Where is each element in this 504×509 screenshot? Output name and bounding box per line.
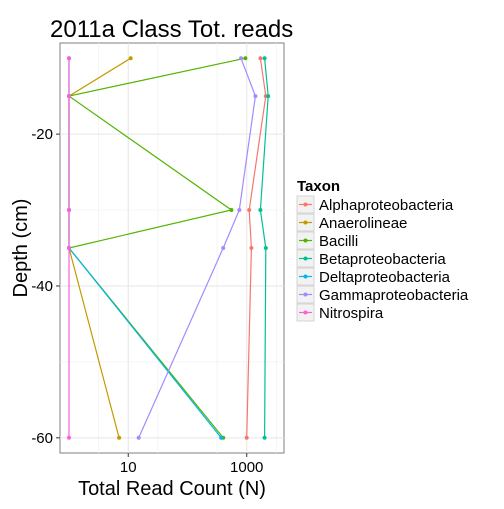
data-point bbox=[243, 56, 248, 61]
data-point bbox=[247, 208, 252, 212]
data-point bbox=[67, 246, 71, 250]
axes: 10 1000 -20 -40 -60 bbox=[31, 126, 263, 476]
legend-key-point bbox=[303, 220, 308, 225]
data-point bbox=[67, 435, 71, 440]
data-point bbox=[237, 208, 242, 212]
x-axis-label: Total Read Count (N) bbox=[78, 478, 266, 500]
legend-label: Bacilli bbox=[319, 233, 358, 250]
data-point bbox=[67, 94, 71, 99]
legend: Taxon AlphaproteobacteriaAnaerolineaeBac… bbox=[296, 178, 469, 322]
legend-key-point bbox=[303, 310, 308, 315]
data-point bbox=[219, 435, 224, 440]
y-tick-label: -40 bbox=[31, 278, 53, 295]
legend-title: Taxon bbox=[297, 178, 340, 195]
legend-label: Alphaproteobacteria bbox=[319, 197, 454, 214]
data-point bbox=[249, 246, 254, 250]
legend-label: Nitrospira bbox=[319, 305, 384, 322]
data-point bbox=[239, 56, 243, 61]
data-point bbox=[229, 208, 234, 212]
data-point bbox=[67, 56, 71, 61]
data-point bbox=[128, 56, 133, 61]
data-point bbox=[258, 208, 263, 212]
data-point bbox=[262, 56, 267, 61]
data-point bbox=[258, 56, 263, 61]
legend-key-point bbox=[303, 274, 308, 279]
legend-key-point bbox=[303, 256, 308, 261]
legend-key-point bbox=[303, 238, 308, 243]
y-tick-label: -20 bbox=[31, 126, 53, 143]
data-point bbox=[117, 435, 122, 440]
legend-label: Deltaproteobacteria bbox=[319, 269, 451, 286]
data-point bbox=[253, 94, 258, 99]
legend-key-point bbox=[303, 292, 308, 297]
y-axis-label: Depth (cm) bbox=[10, 199, 32, 298]
data-point bbox=[244, 435, 249, 440]
series-lines bbox=[67, 56, 271, 440]
data-point bbox=[67, 208, 71, 212]
data-point bbox=[266, 94, 271, 99]
x-tick-label: 10 bbox=[120, 459, 137, 476]
y-tick-label: -60 bbox=[31, 430, 53, 447]
data-point bbox=[136, 435, 141, 440]
data-point bbox=[263, 246, 268, 250]
legend-label: Anaerolineae bbox=[319, 215, 407, 232]
grid-lines bbox=[60, 43, 284, 453]
data-point bbox=[262, 435, 267, 440]
chart-title: 2011a Class Tot. reads bbox=[50, 16, 293, 43]
legend-label: Betaproteobacteria bbox=[319, 251, 446, 268]
x-tick-label: 1000 bbox=[230, 459, 263, 476]
legend-key-point bbox=[303, 202, 308, 207]
legend-label: Gammaproteobacteria bbox=[319, 287, 469, 304]
data-point bbox=[221, 246, 226, 250]
